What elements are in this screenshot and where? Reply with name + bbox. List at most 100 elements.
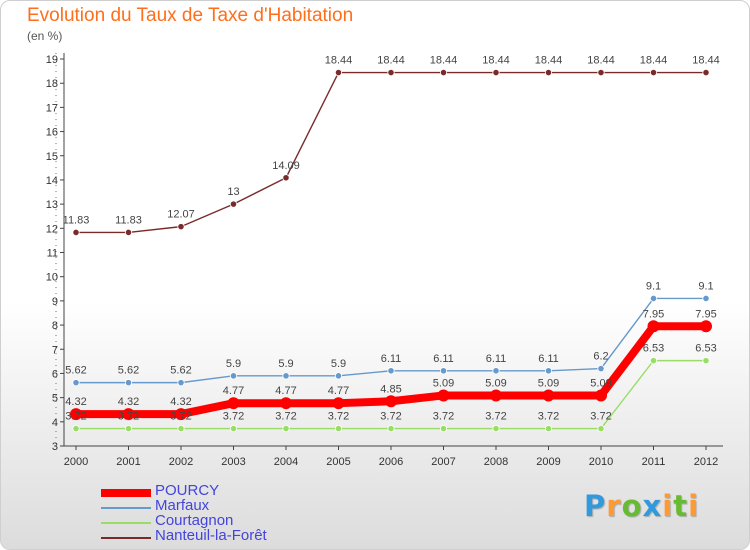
data-label: 7.95 bbox=[695, 308, 716, 320]
x-tick-label: 2002 bbox=[169, 456, 193, 468]
data-point bbox=[387, 367, 395, 375]
logo-letter: r bbox=[606, 489, 622, 523]
legend-swatch bbox=[101, 488, 151, 497]
data-point bbox=[332, 397, 345, 410]
x-tick-label: 2004 bbox=[274, 456, 298, 468]
data-point bbox=[542, 389, 555, 402]
data-label: 18.44 bbox=[482, 55, 510, 67]
data-point bbox=[334, 424, 343, 433]
data-label: 5.09 bbox=[485, 377, 506, 389]
legend-swatch bbox=[101, 506, 151, 509]
data-label: 7.95 bbox=[643, 308, 664, 320]
data-label: 3.72 bbox=[223, 411, 244, 423]
data-point bbox=[702, 357, 710, 365]
y-tick-label: 9 bbox=[52, 296, 58, 308]
data-point bbox=[229, 424, 238, 433]
y-tick-label: 10 bbox=[46, 272, 58, 284]
data-point bbox=[282, 174, 290, 182]
data-label: 6.11 bbox=[433, 353, 454, 365]
data-label: 11.83 bbox=[115, 214, 142, 226]
x-tick-label: 2003 bbox=[221, 456, 245, 468]
data-point bbox=[177, 223, 185, 231]
data-point bbox=[280, 397, 292, 410]
y-tick-label: 5 bbox=[52, 393, 58, 405]
data-point bbox=[175, 408, 187, 421]
data-label: 11.83 bbox=[63, 214, 90, 226]
data-label: 14.09 bbox=[272, 160, 300, 172]
data-point bbox=[597, 424, 605, 433]
data-point bbox=[72, 228, 80, 237]
data-point bbox=[122, 408, 135, 421]
y-tick-label: 7 bbox=[52, 344, 58, 356]
data-point bbox=[124, 379, 133, 387]
line-chart: 3 4 5 6 7 8 9 10 11 12 13 14 15 16 17 18 19 2000 2001 2002 2… bbox=[46, 53, 723, 468]
y-tick-label: 6 bbox=[52, 368, 58, 380]
data-label: 5.62 bbox=[170, 365, 191, 377]
data-label: 6.53 bbox=[695, 343, 716, 355]
data-point bbox=[124, 424, 133, 433]
logo-letter: t bbox=[673, 489, 689, 523]
data-point bbox=[70, 408, 82, 421]
data-point bbox=[227, 397, 240, 410]
data-label: 3.72 bbox=[590, 411, 611, 423]
data-label: 18.44 bbox=[430, 55, 458, 67]
proxiti-logo: Proxiti bbox=[584, 489, 699, 523]
data-point bbox=[282, 372, 290, 380]
y-tick-label: 4 bbox=[52, 417, 58, 429]
data-label: 18.44 bbox=[692, 55, 720, 67]
data-point bbox=[177, 424, 185, 433]
data-label: 13 bbox=[227, 186, 239, 198]
data-label: 5.62 bbox=[118, 365, 139, 377]
logo-letter: x bbox=[642, 489, 663, 523]
data-label: 6.2 bbox=[593, 351, 608, 363]
chart-title: Evolution du Taux de Taxe d'Habitation bbox=[27, 5, 354, 26]
data-point bbox=[649, 357, 658, 365]
data-label: 5.9 bbox=[331, 358, 346, 370]
x-tick-label: 2007 bbox=[431, 456, 455, 468]
x-tick-label: 2005 bbox=[326, 456, 350, 468]
data-point bbox=[387, 424, 395, 433]
x-tick-label: 2008 bbox=[484, 456, 508, 468]
logo-letter: P bbox=[584, 489, 607, 523]
x-tick-label: 2000 bbox=[64, 456, 88, 468]
data-point bbox=[595, 389, 607, 402]
data-point bbox=[647, 320, 660, 333]
data-point bbox=[544, 367, 553, 375]
data-label: 4.77 bbox=[328, 385, 349, 397]
data-point bbox=[385, 395, 397, 408]
data-point bbox=[492, 68, 500, 77]
data-label: 3.72 bbox=[65, 411, 86, 423]
data-point bbox=[229, 372, 238, 380]
data-point bbox=[544, 424, 553, 433]
data-label: 4.32 bbox=[170, 396, 191, 408]
data-label: 5.09 bbox=[538, 377, 559, 389]
data-label: 3.72 bbox=[328, 411, 349, 423]
data-label: 5.09 bbox=[590, 377, 611, 389]
x-tick-label: 2012 bbox=[694, 456, 718, 468]
data-label: 6.11 bbox=[486, 353, 507, 365]
logo-letter: o bbox=[621, 489, 643, 523]
data-point bbox=[72, 424, 80, 433]
data-point bbox=[649, 68, 658, 77]
y-tick-label: 17 bbox=[46, 102, 58, 114]
data-label: 18.44 bbox=[535, 55, 563, 67]
data-label: 4.32 bbox=[118, 396, 139, 408]
legend-label: Nanteuil-la-Forêt bbox=[155, 527, 267, 544]
data-label: 5.9 bbox=[226, 358, 241, 370]
data-point bbox=[700, 320, 712, 333]
y-axis-unit: (en %) bbox=[27, 29, 63, 43]
data-label: 18.44 bbox=[377, 55, 405, 67]
y-tick-label: 11 bbox=[47, 248, 58, 260]
data-label: 6.11 bbox=[538, 353, 559, 365]
data-label: 3.72 bbox=[538, 411, 559, 423]
legend-swatch bbox=[101, 536, 151, 539]
data-point bbox=[177, 379, 185, 387]
data-label: 3.72 bbox=[433, 411, 454, 423]
data-label: 9.1 bbox=[646, 280, 661, 292]
data-point bbox=[437, 389, 450, 402]
data-label: 9.1 bbox=[698, 280, 713, 292]
data-point bbox=[439, 68, 448, 77]
data-point bbox=[597, 68, 605, 77]
data-point bbox=[72, 379, 80, 387]
